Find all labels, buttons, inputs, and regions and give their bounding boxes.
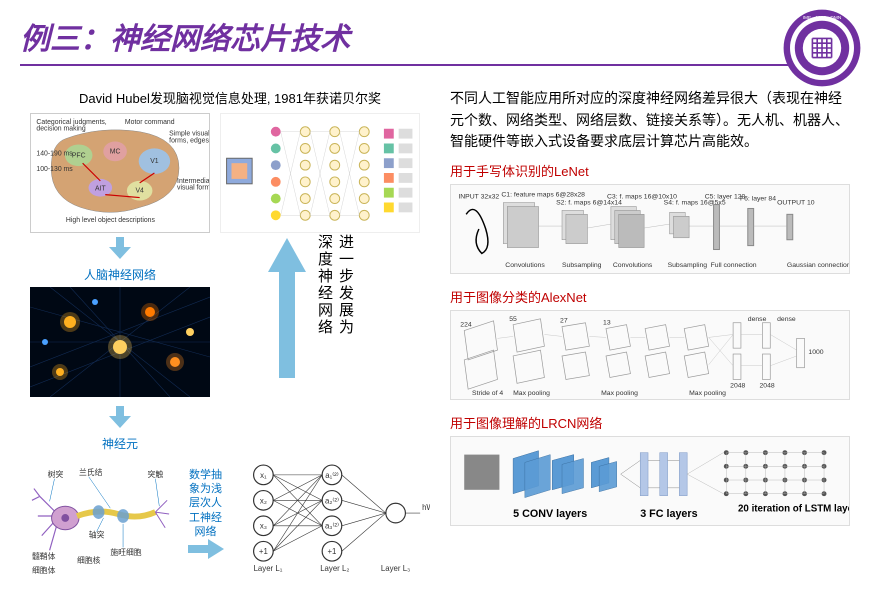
svg-text:visual forms: visual forms [177, 185, 210, 192]
content-area: David Hubel发现脑视觉信息处理, 1981年获诺贝尔奖 PFC MC … [0, 78, 872, 613]
svg-text:PFC: PFC [72, 152, 86, 159]
svg-text:C1: feature maps 6@28x28: C1: feature maps 6@28x28 [501, 192, 585, 199]
svg-text:Max pooling: Max pooling [513, 390, 550, 397]
lrcn-diagram: 5 CONV layers 3 FC layers 20 iteration o… [450, 436, 850, 526]
svg-text:dense: dense [777, 316, 796, 323]
svg-text:High level object descriptions: High level object descriptions [66, 217, 156, 224]
lenet-section: 用于手写体识别的LeNet INPUT 32x32 C1: feature ma… [450, 161, 852, 279]
svg-text:细胞核: 细胞核 [77, 555, 101, 565]
svg-text:突触: 突触 [148, 469, 164, 479]
svg-text:dense: dense [748, 316, 767, 323]
colorful-neural-net-diagram [220, 113, 420, 233]
svg-text:1000: 1000 [808, 349, 823, 356]
svg-text:V4: V4 [135, 188, 144, 195]
arrow2-label: 神经元 [30, 435, 210, 452]
svg-text:+1: +1 [259, 547, 268, 556]
svg-text:V1: V1 [150, 158, 159, 165]
right-intro-text: 不同人工智能应用所对应的深度神经网络差异很大（表现在神经元个数、网络类型、网络层… [450, 88, 852, 153]
svg-text:224: 224 [460, 322, 472, 329]
svg-text:Max pooling: Max pooling [689, 390, 726, 397]
arrow-to-nn2: 数学抽象为浅层次人工神经网络 [185, 468, 226, 564]
svg-text:MC: MC [110, 148, 121, 155]
svg-text:Layer L₂: Layer L₂ [320, 564, 349, 573]
svg-text:AIT: AIT [95, 186, 106, 193]
svg-text:5 CONV layers: 5 CONV layers [513, 508, 587, 520]
svg-text:2048: 2048 [730, 382, 745, 389]
svg-text:树突: 树突 [48, 469, 64, 479]
right-arrow-icon [188, 539, 224, 559]
svg-text:20 iteration of LSTM layer: 20 iteration of LSTM layer [738, 503, 850, 514]
logo-inner-text: IME · 1980 · DMN [803, 15, 842, 21]
lenet-title: 用于手写体识别的LeNet [450, 161, 852, 180]
left-column: David Hubel发现脑视觉信息处理, 1981年获诺贝尔奖 PFC MC … [0, 78, 440, 613]
svg-text:Max pooling: Max pooling [601, 390, 638, 397]
lrcn-section: 用于图像理解的LRCN网络 [450, 413, 852, 531]
svg-text:a₃⁽²⁾: a₃⁽²⁾ [325, 522, 339, 531]
big-arrow-label: 进一步发展为 深度神经网络 [314, 234, 356, 336]
alexnet-title: 用于图像分类的AlexNet [450, 287, 852, 306]
arrow1-label: 人脑神经网络 [30, 266, 210, 283]
svg-text:55: 55 [509, 316, 517, 323]
arrow-brain-to-neuron: 人脑神经网络 [30, 237, 210, 283]
hubel-caption: David Hubel发现脑视觉信息处理, 1981年获诺贝尔奖 [30, 88, 430, 107]
svg-text:27: 27 [560, 318, 568, 325]
svg-text:OUTPUT 10: OUTPUT 10 [777, 200, 815, 207]
arrow-neuron-to-math: 神经元 [30, 406, 210, 452]
svg-text:INPUT 32x32: INPUT 32x32 [458, 194, 499, 201]
svg-text:x₃: x₃ [260, 522, 267, 531]
svg-text:Subsampling: Subsampling [668, 262, 708, 269]
down-arrow-icon [105, 237, 135, 259]
svg-text:Full connection: Full connection [711, 262, 757, 269]
brain-visual-pathway-diagram: PFC MC V1 V4 AIT Categorical judgments, … [30, 113, 210, 233]
slide-header: 例三：神经网络芯片技术 [0, 0, 872, 72]
svg-text:x₁: x₁ [260, 471, 267, 480]
lenet-diagram: INPUT 32x32 C1: feature maps 6@28x28 S2:… [450, 184, 850, 274]
svg-text:Layer L₃: Layer L₃ [381, 564, 410, 573]
svg-text:3 FC layers: 3 FC layers [640, 508, 697, 520]
svg-text:140-190 ms: 140-190 ms [36, 150, 73, 157]
svg-text:Convolutions: Convolutions [505, 262, 545, 269]
svg-text:2048: 2048 [760, 382, 775, 389]
row-brain-nn: PFC MC V1 V4 AIT Categorical judgments, … [30, 113, 430, 233]
svg-text:x₂: x₂ [260, 496, 267, 505]
svg-text:Subsampling: Subsampling [562, 262, 602, 269]
row3-caption: 数学抽象为浅层次人工神经网络 [185, 468, 226, 539]
alexnet-diagram: dense dense 1000 Max pooling Max pooling… [450, 310, 850, 400]
svg-text:Convolutions: Convolutions [613, 262, 653, 269]
university-logo: IME · 1980 · DMN [782, 8, 862, 88]
right-column: 不同人工智能应用所对应的深度神经网络差异很大（表现在神经元个数、网络类型、网络层… [440, 78, 872, 613]
svg-text:Layer L₁: Layer L₁ [254, 564, 283, 573]
svg-text:decision making: decision making [36, 126, 85, 133]
big-up-arrow-icon [268, 238, 306, 378]
svg-text:+1: +1 [328, 547, 337, 556]
svg-text:100-130 ms: 100-130 ms [36, 166, 73, 173]
neuron-photo [30, 287, 210, 397]
svg-text:13: 13 [603, 320, 611, 327]
down-arrow-icon [105, 406, 135, 428]
alexnet-section: 用于图像分类的AlexNet [450, 287, 852, 405]
svg-text:a₁⁽²⁾: a₁⁽²⁾ [325, 471, 339, 480]
svg-text:兰氏结: 兰氏结 [79, 467, 103, 477]
svg-text:Gaussian connections: Gaussian connections [787, 262, 850, 269]
svg-text:hW,b(x): hW,b(x) [422, 503, 430, 512]
svg-text:髓鞘体: 髓鞘体 [32, 551, 56, 561]
svg-text:施旺细胞: 施旺细胞 [110, 547, 141, 557]
slide-title: 例三：神经网络芯片技术 [20, 14, 852, 58]
svg-text:forms, edges: forms, edges [169, 138, 209, 145]
title-underline [20, 64, 840, 66]
shallow-nn-diagram: x₁ x₂ x₃ +1 a₁⁽²⁾ a₂⁽²⁾ a₃⁽²⁾ +1 hW,b(x)… [234, 456, 430, 576]
svg-text:F6: layer 84: F6: layer 84 [740, 196, 776, 203]
svg-text:Stride of 4: Stride of 4 [472, 390, 503, 397]
svg-text:Motor command: Motor command [125, 119, 175, 126]
row-dendrite-nn: 树突 兰氏结 突触 髓鞘体 轴突 施旺细胞 细胞核 细胞体 数学抽象为浅层次人工… [30, 456, 430, 576]
lrcn-title: 用于图像理解的LRCN网络 [450, 413, 852, 432]
svg-text:a₂⁽²⁾: a₂⁽²⁾ [325, 496, 339, 505]
svg-text:细胞体: 细胞体 [32, 565, 56, 575]
neuron-cell-diagram: 树突 兰氏结 突触 髓鞘体 轴突 施旺细胞 细胞核 细胞体 [30, 456, 177, 576]
